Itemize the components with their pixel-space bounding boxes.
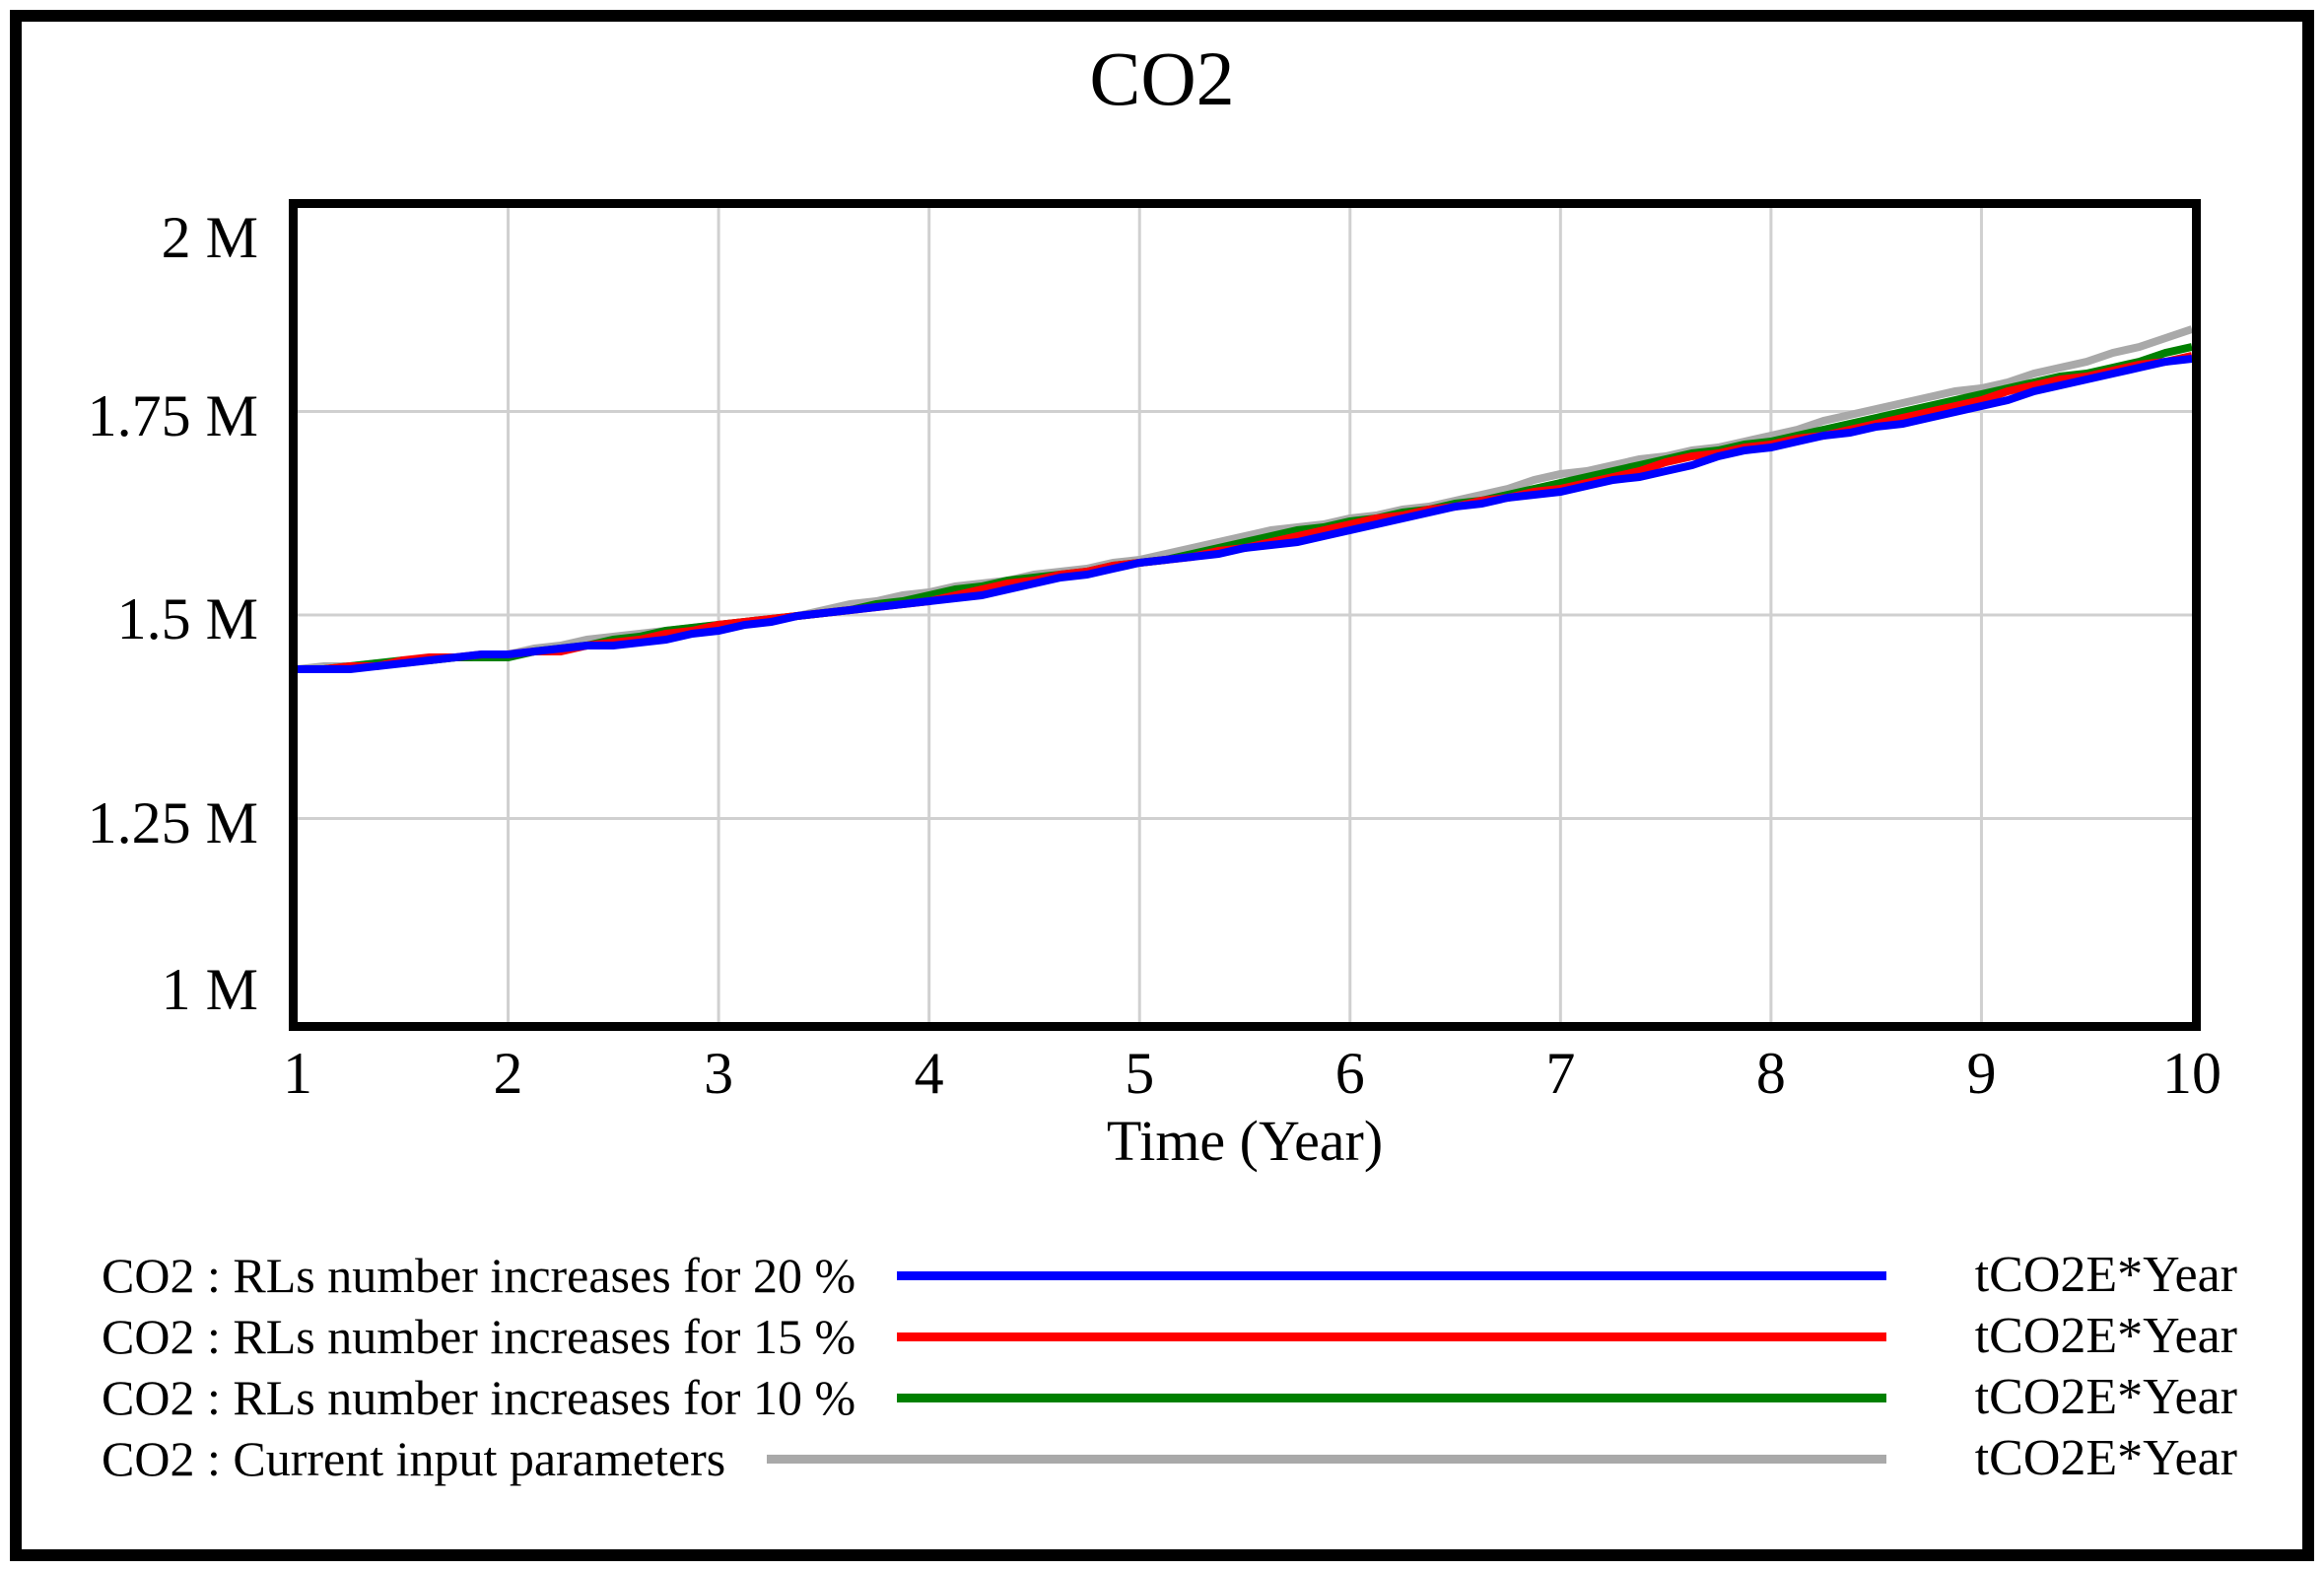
x-tick-label: 2 [493, 1041, 523, 1106]
legend-series-label: CO2 : RLs number increases for 15 % [102, 1309, 856, 1364]
y-tick-label: 1.5 M [116, 586, 258, 651]
x-tick-label: 5 [1125, 1041, 1155, 1106]
x-tick-label: 10 [2162, 1041, 2221, 1106]
y-tick-label: 1.25 M [87, 789, 258, 855]
legend-row: CO2 : Current input parameters tCO2E*Year [102, 1428, 2237, 1489]
legend-series-label: CO2 : RLs number increases for 20 % [102, 1248, 856, 1303]
y-tick-label: 1.75 M [87, 382, 258, 448]
x-tick-label: 8 [1755, 1041, 1786, 1106]
legend-line-swatch [897, 1393, 1886, 1402]
x-tick-label: 3 [704, 1041, 734, 1106]
x-tick-label: 1 [283, 1041, 312, 1106]
legend-line-swatch [897, 1332, 1886, 1341]
legend-units-label: tCO2E*Year [1974, 1369, 2237, 1425]
x-tick-label: 6 [1334, 1041, 1365, 1106]
legend-series-label: CO2 : RLs number increases for 10 % [102, 1370, 856, 1425]
legend-line-swatch [767, 1454, 1886, 1464]
legend-units-label: tCO2E*Year [1974, 1308, 2237, 1364]
plot-border [289, 199, 2201, 1031]
legend-row: CO2 : RLs number increases for 15 % tCO2E… [102, 1306, 2237, 1367]
outer-border [10, 10, 2314, 1561]
legend-line-swatch [897, 1270, 1886, 1280]
x-tick-label: 7 [1545, 1041, 1576, 1106]
legend-units-label: tCO2E*Year [1974, 1430, 2237, 1486]
chart-title: CO2 [1089, 35, 1235, 121]
legend-row: CO2 : RLs number increases for 20 % tCO2E… [102, 1245, 2237, 1306]
legend-units-label: tCO2E*Year [1974, 1247, 2237, 1303]
x-tick-label: 4 [914, 1041, 944, 1106]
legend-row: CO2 : RLs number increases for 10 % tCO2E… [102, 1367, 2237, 1428]
y-tick-label: 2 M [161, 205, 258, 270]
x-tick-label: 9 [1966, 1041, 1997, 1106]
legend-series-label: CO2 : Current input parameters [102, 1431, 726, 1486]
y-tick-label: 1 M [161, 957, 258, 1022]
plot-area [289, 199, 2201, 1031]
x-axis-title: Time (Year) [1106, 1109, 1384, 1173]
series-line [298, 355, 2193, 673]
